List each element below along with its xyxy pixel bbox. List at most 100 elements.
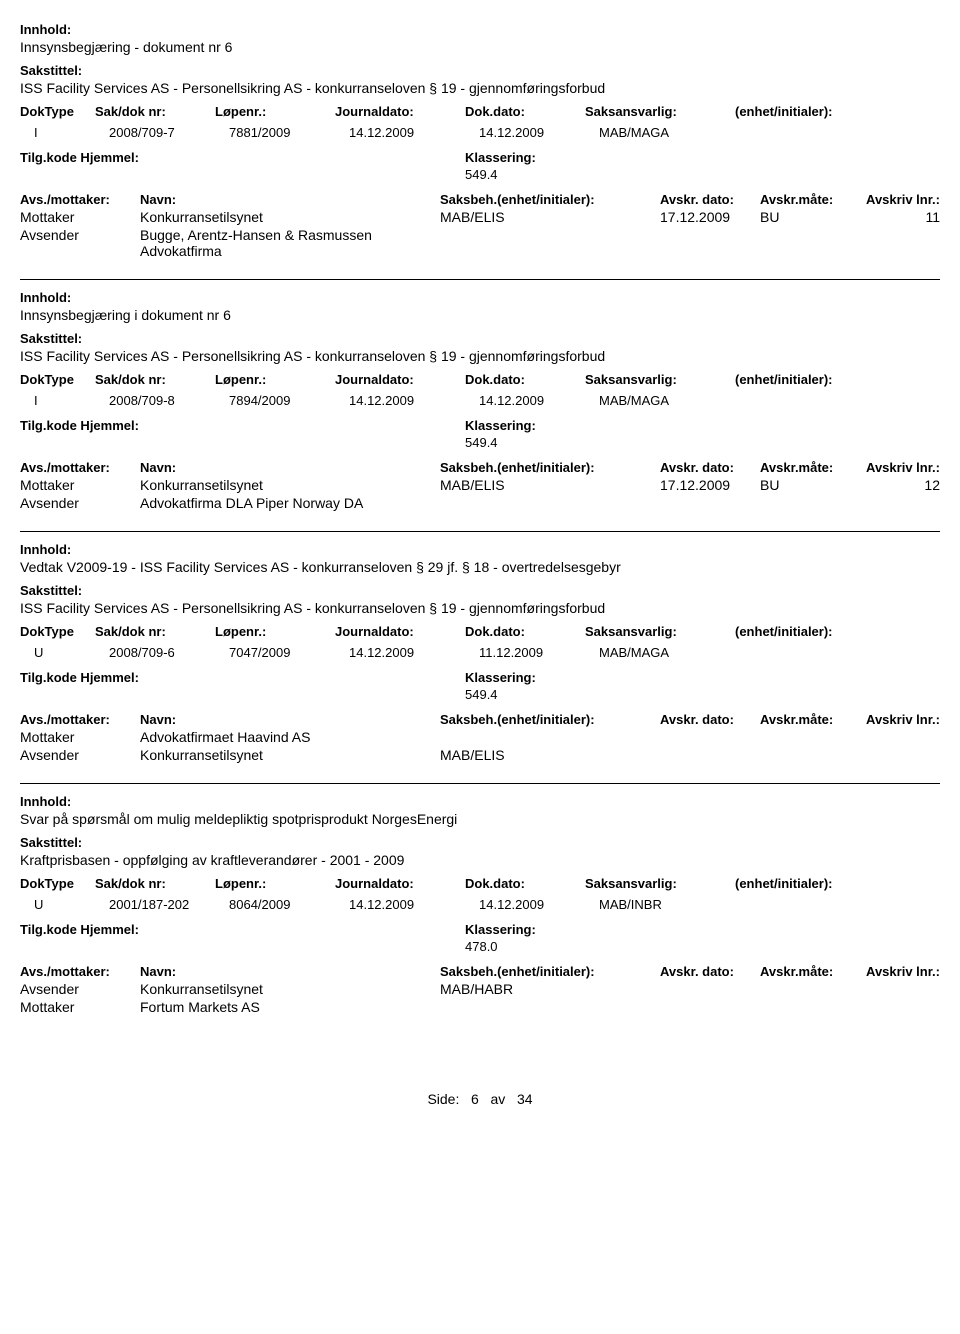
party-header-row: Avs./mottaker: Navn: Saksbeh.(enhet/init…: [20, 460, 940, 475]
journaldato-value: 14.12.2009: [349, 897, 479, 912]
doktype-value: I: [20, 125, 109, 140]
party-header-row: Avs./mottaker: Navn: Saksbeh.(enhet/init…: [20, 964, 940, 979]
avskrivlnr-label: Avskriv lnr.:: [855, 192, 940, 207]
avskrmate-label: Avskr.måte:: [760, 712, 855, 727]
sakstittel-label: Sakstittel:: [20, 835, 940, 850]
journal-record: Innhold: Innsynsbegjæring i dokument nr …: [20, 279, 940, 527]
dokdato-value: 14.12.2009: [479, 393, 599, 408]
enhet-label: (enhet/initialer):: [735, 104, 940, 119]
party-role: Mottaker: [20, 209, 140, 225]
tilg-klass-row: Tilg.kode Hjemmel: Klassering: 549.4: [20, 418, 940, 450]
party-name: Konkurransetilsynet: [140, 477, 440, 493]
saksbeh-label: Saksbeh.(enhet/initialer):: [440, 460, 660, 475]
tilg-klass-row: Tilg.kode Hjemmel: Klassering: 478.0: [20, 922, 940, 954]
footer-total: 34: [517, 1091, 533, 1107]
party-saksbeh: MAB/ELIS: [440, 747, 660, 763]
party-saksbeh: MAB/HABR: [440, 981, 660, 997]
saksansvarlig-value: MAB/MAGA: [599, 393, 749, 408]
saksansvarlig-value: MAB/MAGA: [599, 125, 749, 140]
party-avskr-mate: [760, 747, 820, 763]
party-avskr-dato: [660, 999, 760, 1015]
doktype-value: I: [20, 393, 109, 408]
avsmottaker-label: Avs./mottaker:: [20, 964, 140, 979]
dokdato-value: 14.12.2009: [479, 125, 599, 140]
saksansvarlig-label: Saksansvarlig:: [585, 876, 735, 891]
sakstittel-label: Sakstittel:: [20, 331, 940, 346]
klassering-value: 478.0: [465, 939, 940, 954]
party-avskr-mate: [760, 495, 820, 511]
sakdok-label: Sak/dok nr:: [95, 104, 215, 119]
sakdok-label: Sak/dok nr:: [95, 372, 215, 387]
klassering-label: Klassering:: [465, 670, 940, 685]
journal-record: Innhold: Vedtak V2009-19 - ISS Facility …: [20, 531, 940, 779]
lopenr-label: Løpenr.:: [215, 624, 335, 639]
party-avskr-mate: BU: [760, 477, 820, 493]
journaldato-label: Journaldato:: [335, 624, 465, 639]
saksbeh-label: Saksbeh.(enhet/initialer):: [440, 192, 660, 207]
party-saksbeh: [440, 729, 660, 745]
sakdok-label: Sak/dok nr:: [95, 876, 215, 891]
records-container: Innhold: Innsynsbegjæring - dokument nr …: [20, 22, 940, 1031]
party-row: Mottaker Fortum Markets AS: [20, 999, 940, 1015]
party-avskriv-lnr: [820, 729, 940, 745]
enhet-value: [749, 897, 940, 912]
enhet-value: [749, 125, 940, 140]
sakstittel-label: Sakstittel:: [20, 583, 940, 598]
navn-label: Navn:: [140, 964, 440, 979]
party-row: Mottaker Konkurransetilsynet MAB/ELIS 17…: [20, 477, 940, 493]
enhet-value: [749, 645, 940, 660]
doktype-label: DokType: [20, 104, 95, 119]
party-name: Konkurransetilsynet: [140, 981, 440, 997]
avsmottaker-label: Avs./mottaker:: [20, 460, 140, 475]
meta-header-row: DokType Sak/dok nr: Løpenr.: Journaldato…: [20, 624, 940, 639]
klassering-value: 549.4: [465, 167, 940, 182]
journaldato-label: Journaldato:: [335, 876, 465, 891]
party-avskr-dato: [660, 747, 760, 763]
klassering-label: Klassering:: [465, 418, 940, 433]
page-footer: Side: 6 av 34: [20, 1091, 940, 1107]
journal-record: Innhold: Svar på spørsmål om mulig melde…: [20, 783, 940, 1031]
navn-label: Navn:: [140, 712, 440, 727]
klassering-value: 549.4: [465, 435, 940, 450]
party-header-row: Avs./mottaker: Navn: Saksbeh.(enhet/init…: [20, 192, 940, 207]
footer-prefix: Side:: [427, 1091, 459, 1107]
party-avskriv-lnr: [820, 495, 940, 511]
lopenr-label: Løpenr.:: [215, 104, 335, 119]
party-avskr-dato: 17.12.2009: [660, 477, 760, 493]
klassering-label: Klassering:: [465, 922, 940, 937]
party-avskr-mate: BU: [760, 209, 820, 225]
party-avskr-mate: [760, 227, 820, 259]
dokdato-label: Dok.dato:: [465, 372, 585, 387]
party-row: Avsender Bugge, Arentz-Hansen & Rasmusse…: [20, 227, 940, 259]
meta-header-row: DokType Sak/dok nr: Løpenr.: Journaldato…: [20, 104, 940, 119]
doktype-value: U: [20, 645, 109, 660]
meta-value-row: I 2008/709-8 7894/2009 14.12.2009 14.12.…: [20, 393, 940, 408]
avskrivlnr-label: Avskriv lnr.:: [855, 712, 940, 727]
saksansvarlig-value: MAB/MAGA: [599, 645, 749, 660]
journaldato-label: Journaldato:: [335, 104, 465, 119]
klassering-block: Klassering: 549.4: [465, 670, 940, 702]
meta-value-row: U 2001/187-202 8064/2009 14.12.2009 14.1…: [20, 897, 940, 912]
party-row: Mottaker Konkurransetilsynet MAB/ELIS 17…: [20, 209, 940, 225]
innhold-label: Innhold:: [20, 22, 940, 37]
lopenr-value: 7894/2009: [229, 393, 349, 408]
enhet-label: (enhet/initialer):: [735, 624, 940, 639]
party-avskr-dato: [660, 495, 760, 511]
avskrivlnr-label: Avskriv lnr.:: [855, 964, 940, 979]
party-saksbeh: MAB/ELIS: [440, 209, 660, 225]
party-avskriv-lnr: [820, 999, 940, 1015]
navn-label: Navn:: [140, 192, 440, 207]
saksansvarlig-label: Saksansvarlig:: [585, 104, 735, 119]
party-header-row: Avs./mottaker: Navn: Saksbeh.(enhet/init…: [20, 712, 940, 727]
journaldato-label: Journaldato:: [335, 372, 465, 387]
innhold-label: Innhold:: [20, 290, 940, 305]
party-avskr-mate: [760, 729, 820, 745]
journaldato-value: 14.12.2009: [349, 393, 479, 408]
avskrmate-label: Avskr.måte:: [760, 964, 855, 979]
avskrdato-label: Avskr. dato:: [660, 964, 760, 979]
party-role: Mottaker: [20, 729, 140, 745]
party-role: Mottaker: [20, 999, 140, 1015]
party-row: Avsender Advokatfirma DLA Piper Norway D…: [20, 495, 940, 511]
party-avskriv-lnr: [820, 227, 940, 259]
lopenr-value: 8064/2009: [229, 897, 349, 912]
